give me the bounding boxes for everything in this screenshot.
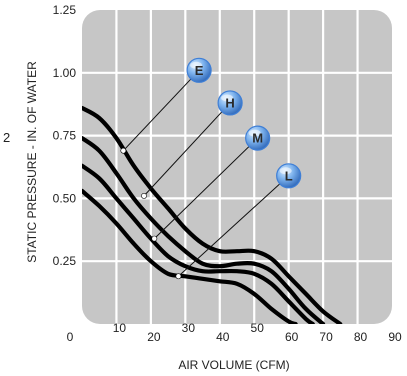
marker-m [151,235,158,242]
y-axis-title: STATIC PRESSURE - IN. OF WATER [25,61,39,263]
x-tick-labels: 0 10 20 30 40 50 60 70 80 90 [67,321,402,344]
y-tick-labels: 0.25 0.50 0.75 1.00 1.25 [53,3,77,268]
badge-highlight-e [190,61,203,69]
badge-highlight-l [279,167,292,175]
stray-label: 2 [3,130,10,145]
speed-badges: E H M L [186,57,302,189]
y-tick-label-0: 0.25 [53,254,77,268]
curve-markers [120,147,182,280]
y-tick-label-1: 0.50 [53,191,77,205]
x-tick-label-9: 90 [388,330,402,344]
plot-background [82,10,392,324]
x-tick-label-2: 20 [147,330,161,344]
y-tick-label-2: 0.75 [53,129,77,143]
x-tick-label-7: 70 [319,330,333,344]
badge-label-l: L [285,168,293,183]
curve-m [82,163,315,324]
badge-l: L [276,163,302,189]
badge-highlight-m [248,129,261,137]
marker-h [141,192,147,199]
x-tick-label-3: 30 [182,321,196,335]
y-tick-label-3: 1.00 [53,66,77,80]
x-tick-label-6: 60 [285,330,299,344]
badge-highlight-h [221,94,234,102]
marker-e [120,147,127,154]
x-tick-label-0: 0 [67,330,74,344]
badge-label-e: E [195,63,204,78]
leader-line-e [122,69,200,152]
x-tick-label-5: 50 [251,321,265,335]
leader-line-h [143,102,231,197]
badge-label-h: H [225,95,234,110]
x-tick-label-1: 10 [113,321,127,335]
x-tick-label-8: 80 [354,330,368,344]
label-leader-lines [122,69,290,277]
curve-h [82,136,326,324]
leader-line-l [178,175,290,277]
badge-m: M [245,125,271,151]
marker-l [175,273,182,280]
x-axis-title: AIR VOLUME (CFM) [178,358,289,372]
leader-line-m [153,137,259,239]
curve-l [82,188,298,324]
y-tick-label-4: 1.25 [53,3,77,17]
x-tick-label-4: 40 [216,330,230,344]
badge-label-m: M [252,131,263,146]
badge-e: E [186,57,212,83]
badge-h: H [217,90,243,116]
